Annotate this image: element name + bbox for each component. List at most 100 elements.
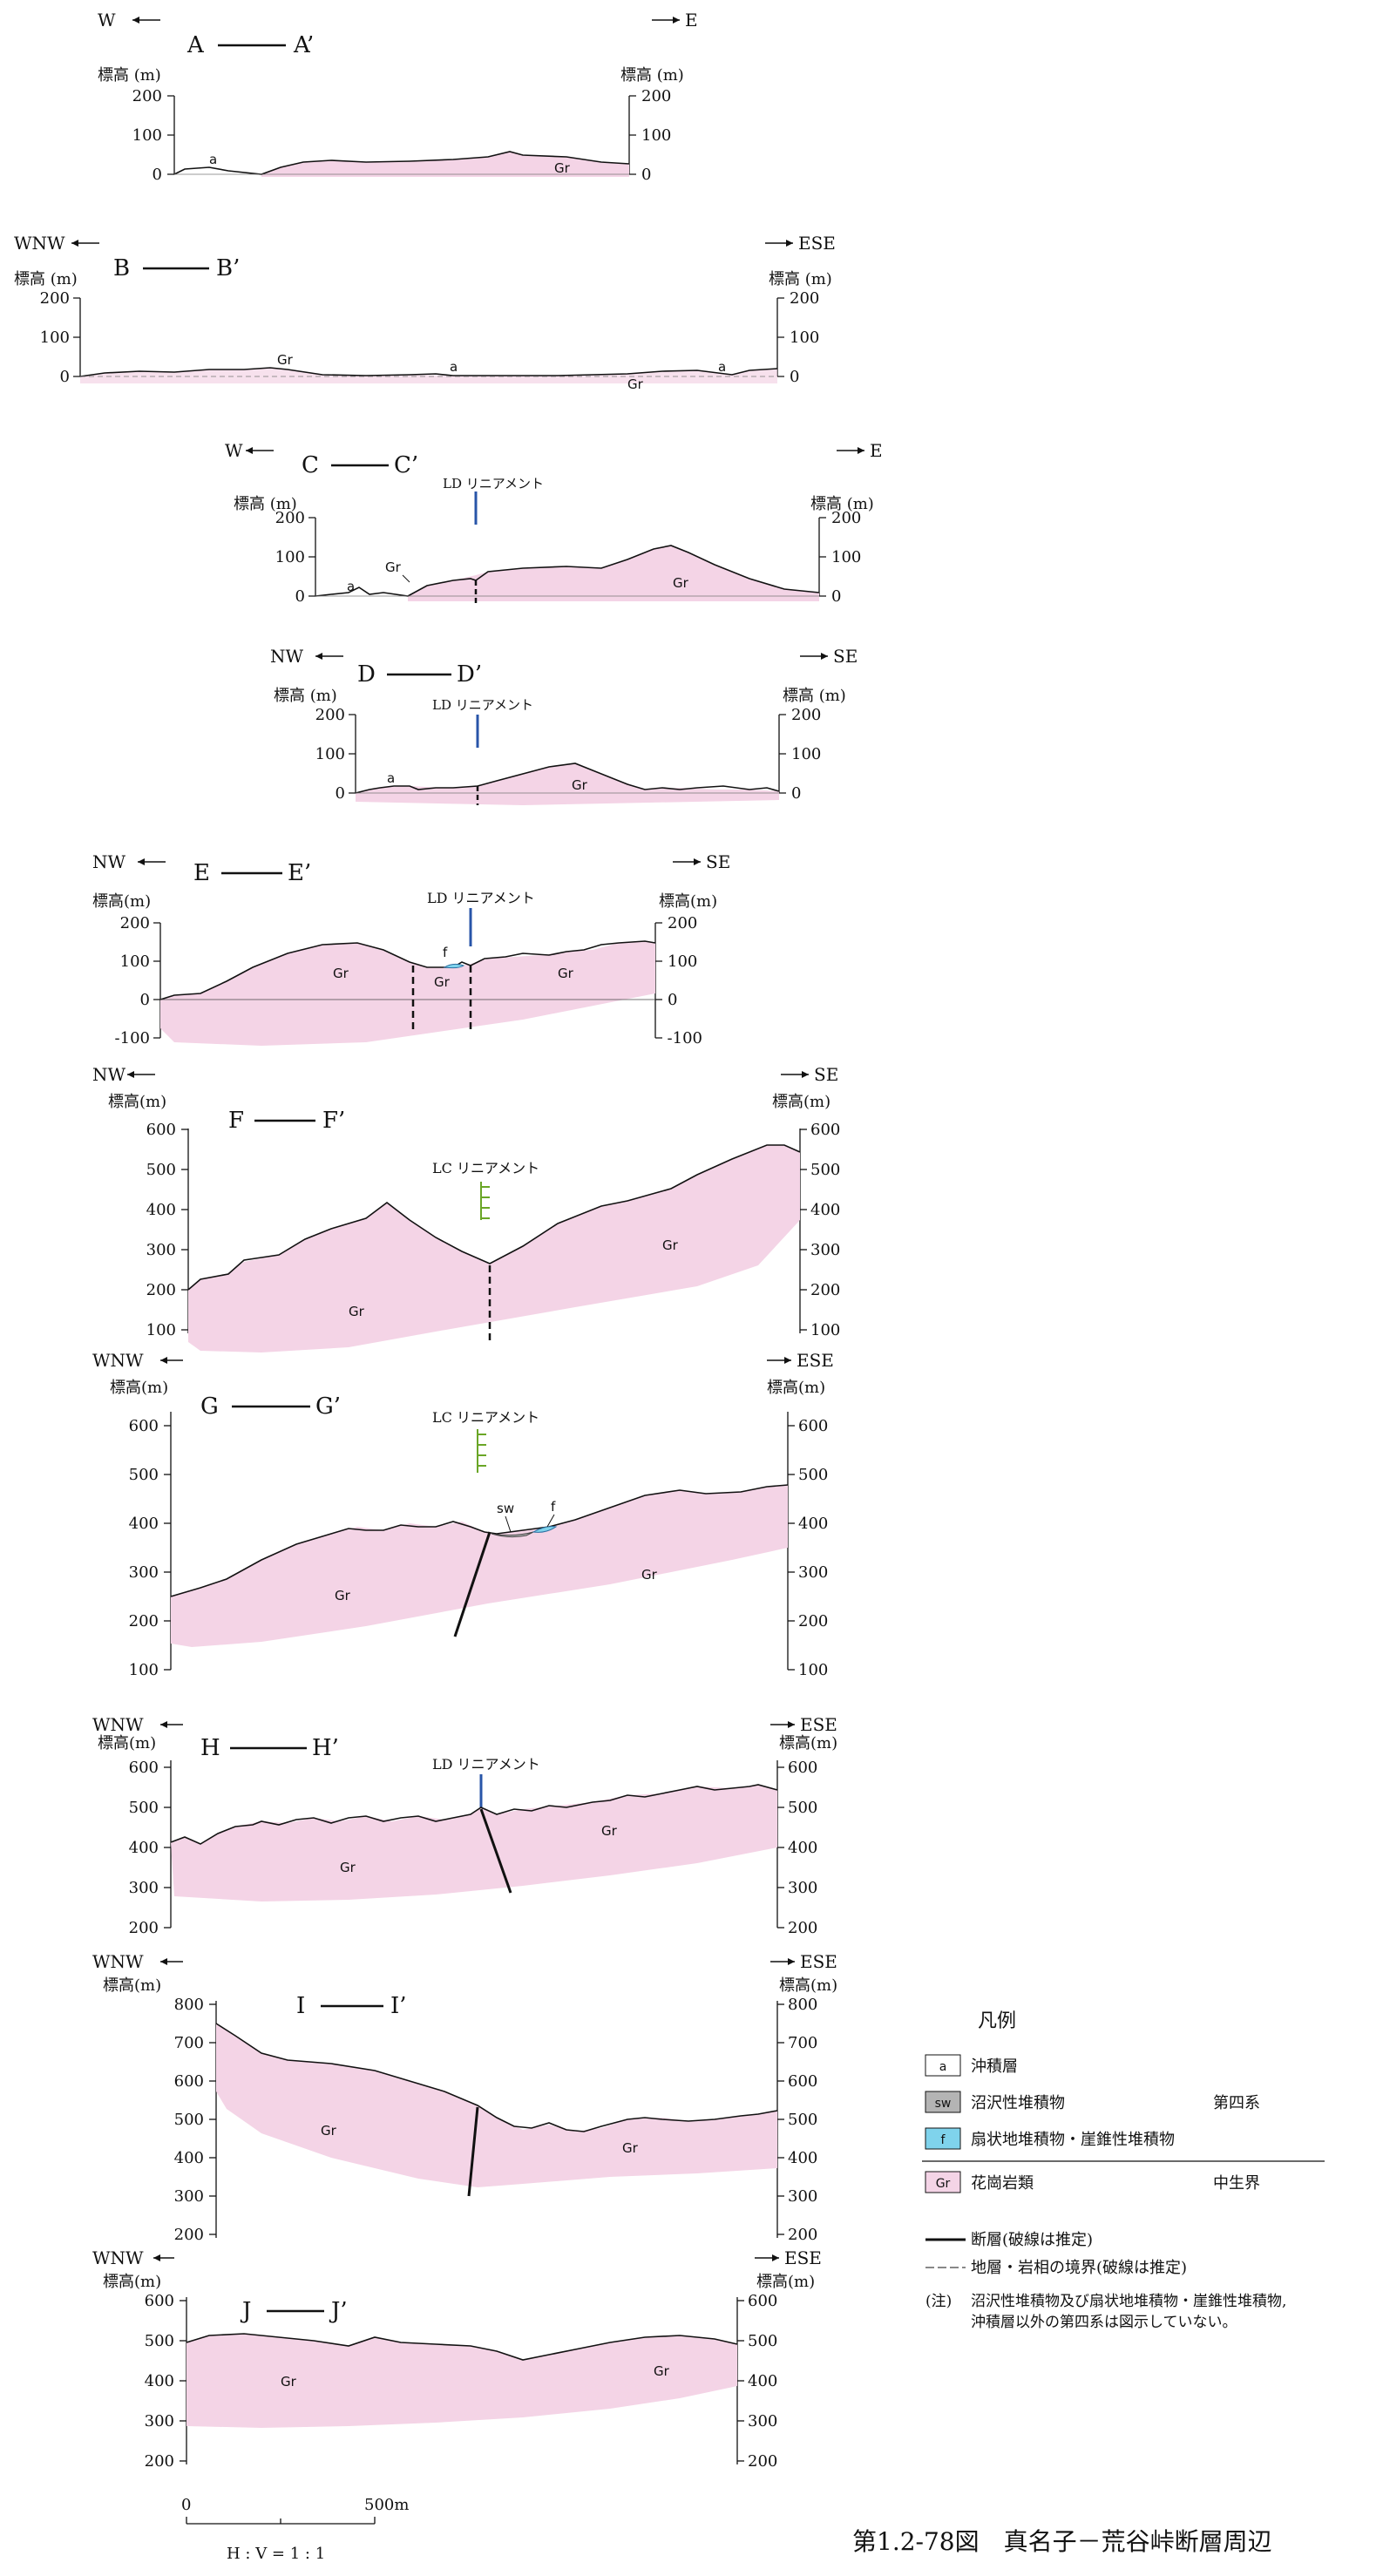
section-j: WNW 標高(m) J J’ ESE 標高(m) 600 500 400 300… bbox=[92, 2247, 822, 2471]
tick-label: 100 bbox=[315, 745, 345, 763]
section-end-label: G’ bbox=[315, 1393, 341, 1420]
direction-right: SE bbox=[814, 1064, 838, 1085]
tick-label: 0 bbox=[153, 166, 162, 184]
arrowhead-right-icon bbox=[772, 2254, 779, 2261]
granite-unit bbox=[171, 1785, 777, 1901]
tick-label: 100 bbox=[831, 548, 861, 566]
y-axis-left bbox=[349, 714, 356, 794]
annotation-fan: f bbox=[443, 945, 448, 960]
lineament-label: LD リニアメント bbox=[427, 890, 535, 906]
tick-label: 0 bbox=[140, 991, 150, 1009]
arrowhead-left-icon bbox=[246, 447, 253, 454]
tick-label: 700 bbox=[788, 2034, 817, 2052]
annotation-alluvium: a bbox=[387, 770, 395, 786]
tick-label: 0 bbox=[790, 368, 799, 386]
lineament-label: LD リニアメント bbox=[443, 476, 544, 491]
arrowhead-right-icon bbox=[802, 1071, 809, 1078]
tick-label: 100 bbox=[275, 548, 305, 566]
legend-note-line2: 沖積層以外の第四系は図示していない。 bbox=[971, 2314, 1237, 2331]
ylabel-left: 標高(m) bbox=[92, 892, 151, 911]
section-end-label: I’ bbox=[390, 1993, 407, 2019]
section-d: NW D D’ SE LD リニアメント 標高 (m) 標高 (m) 200 1… bbox=[270, 646, 858, 805]
granite-unit bbox=[216, 2024, 777, 2187]
tick-label: 200 bbox=[129, 1919, 159, 1937]
arrowhead-right-icon bbox=[673, 17, 680, 24]
tick-label: 200 bbox=[132, 87, 162, 105]
y-axis-left bbox=[167, 95, 175, 175]
ylabel-left: 標高(m) bbox=[108, 1093, 166, 1111]
tick-label: 400 bbox=[788, 2149, 817, 2167]
tick-label: 200 bbox=[798, 1612, 828, 1630]
direction-left: W bbox=[225, 440, 243, 461]
tick-label: 600 bbox=[146, 1121, 176, 1139]
leader-line bbox=[402, 574, 410, 583]
section-start-label: H bbox=[200, 1735, 220, 1761]
tick-label: 200 bbox=[120, 914, 150, 932]
annotation-fan: f bbox=[551, 1499, 556, 1515]
tick-label: 200 bbox=[791, 706, 821, 724]
legend-label: 沼沢性堆積物 bbox=[971, 2094, 1065, 2112]
annotation-granite: Gr bbox=[601, 1823, 618, 1839]
direction-left: WNW bbox=[92, 1951, 144, 1972]
tick-label: 300 bbox=[174, 2187, 204, 2206]
lc-lineament-marker bbox=[480, 1182, 490, 1220]
section-start-label: G bbox=[200, 1393, 219, 1420]
annotation-granite: Gr bbox=[622, 2140, 639, 2156]
arrowhead-left-icon bbox=[71, 240, 78, 247]
tick-label: 600 bbox=[129, 1759, 159, 1777]
legend-label: 沖積層 bbox=[971, 2057, 1018, 2076]
tick-label: 100 bbox=[790, 329, 819, 347]
tick-label: 300 bbox=[798, 1563, 828, 1582]
ylabel-left: 標高 (m) bbox=[234, 495, 297, 513]
tick-label: 600 bbox=[810, 1121, 840, 1139]
fault bbox=[453, 1531, 492, 1637]
figure-caption: 第1.2-78図 真名子－荒谷峠断層周辺 bbox=[852, 2527, 1272, 2556]
scale-start: 0 bbox=[181, 2496, 191, 2514]
scale-bar: 0 500m H : V = 1 : 1 bbox=[181, 2496, 409, 2563]
y-axis-ticks bbox=[209, 2003, 784, 2235]
lc-lineament-marker bbox=[477, 1429, 486, 1473]
legend-symbol: sw bbox=[935, 2097, 952, 2111]
arrowhead-left-icon bbox=[160, 1958, 167, 1965]
tick-label: 600 bbox=[788, 2072, 817, 2091]
ylabel-left: 標高(m) bbox=[98, 1734, 156, 1752]
tick-label: 200 bbox=[641, 87, 671, 105]
direction-right: SE bbox=[706, 851, 730, 872]
tick-label: 100 bbox=[810, 1321, 840, 1339]
section-i: WNW 標高(m) I I’ ESE 標高(m) 800 700 600 500… bbox=[92, 1951, 837, 2244]
ylabel-right: 標高(m) bbox=[779, 1976, 837, 1995]
arrowhead-left-icon bbox=[138, 858, 145, 865]
tick-label: 300 bbox=[788, 2187, 817, 2206]
tick-label: 200 bbox=[748, 2452, 777, 2471]
tick-label: -100 bbox=[115, 1029, 150, 1047]
section-end-label: J’ bbox=[329, 2298, 348, 2324]
tick-label: 100 bbox=[40, 329, 70, 347]
annotation-granite: Gr bbox=[335, 1588, 351, 1603]
direction-left: WNW bbox=[92, 1350, 144, 1371]
tick-label: 400 bbox=[129, 1839, 159, 1857]
lineament-label: LD リニアメント bbox=[432, 697, 533, 713]
granite-unit bbox=[261, 152, 629, 177]
topographic-profile bbox=[355, 763, 780, 794]
ylabel-left: 標高 (m) bbox=[14, 270, 78, 288]
legend-swatch-fan bbox=[925, 2127, 961, 2150]
arrowhead-left-icon bbox=[315, 653, 322, 660]
granite-unit bbox=[186, 2334, 737, 2428]
direction-right: E bbox=[870, 440, 883, 461]
section-start-label: E bbox=[193, 860, 210, 886]
tick-label: 800 bbox=[788, 1996, 817, 2014]
annotation-swamp: sw bbox=[497, 1501, 514, 1516]
tick-label: 400 bbox=[145, 2372, 174, 2390]
tick-label: 300 bbox=[748, 2412, 777, 2430]
y-axis-right bbox=[628, 95, 636, 175]
arrowhead-right-icon bbox=[788, 1958, 795, 1965]
ylabel-left: 標高 (m) bbox=[98, 66, 161, 85]
tick-label: 500 bbox=[798, 1466, 828, 1484]
tick-label: 500 bbox=[129, 1466, 159, 1484]
tick-label: 500 bbox=[810, 1161, 840, 1179]
section-a: W A A’ E 標高 (m) 標高 (m) 200 100 0 200 100… bbox=[98, 10, 698, 184]
topographic-profile bbox=[170, 1784, 778, 1845]
section-end-label: B’ bbox=[216, 255, 240, 281]
ylabel-right: 標高(m) bbox=[756, 2273, 815, 2291]
tick-label: 100 bbox=[129, 1661, 159, 1679]
